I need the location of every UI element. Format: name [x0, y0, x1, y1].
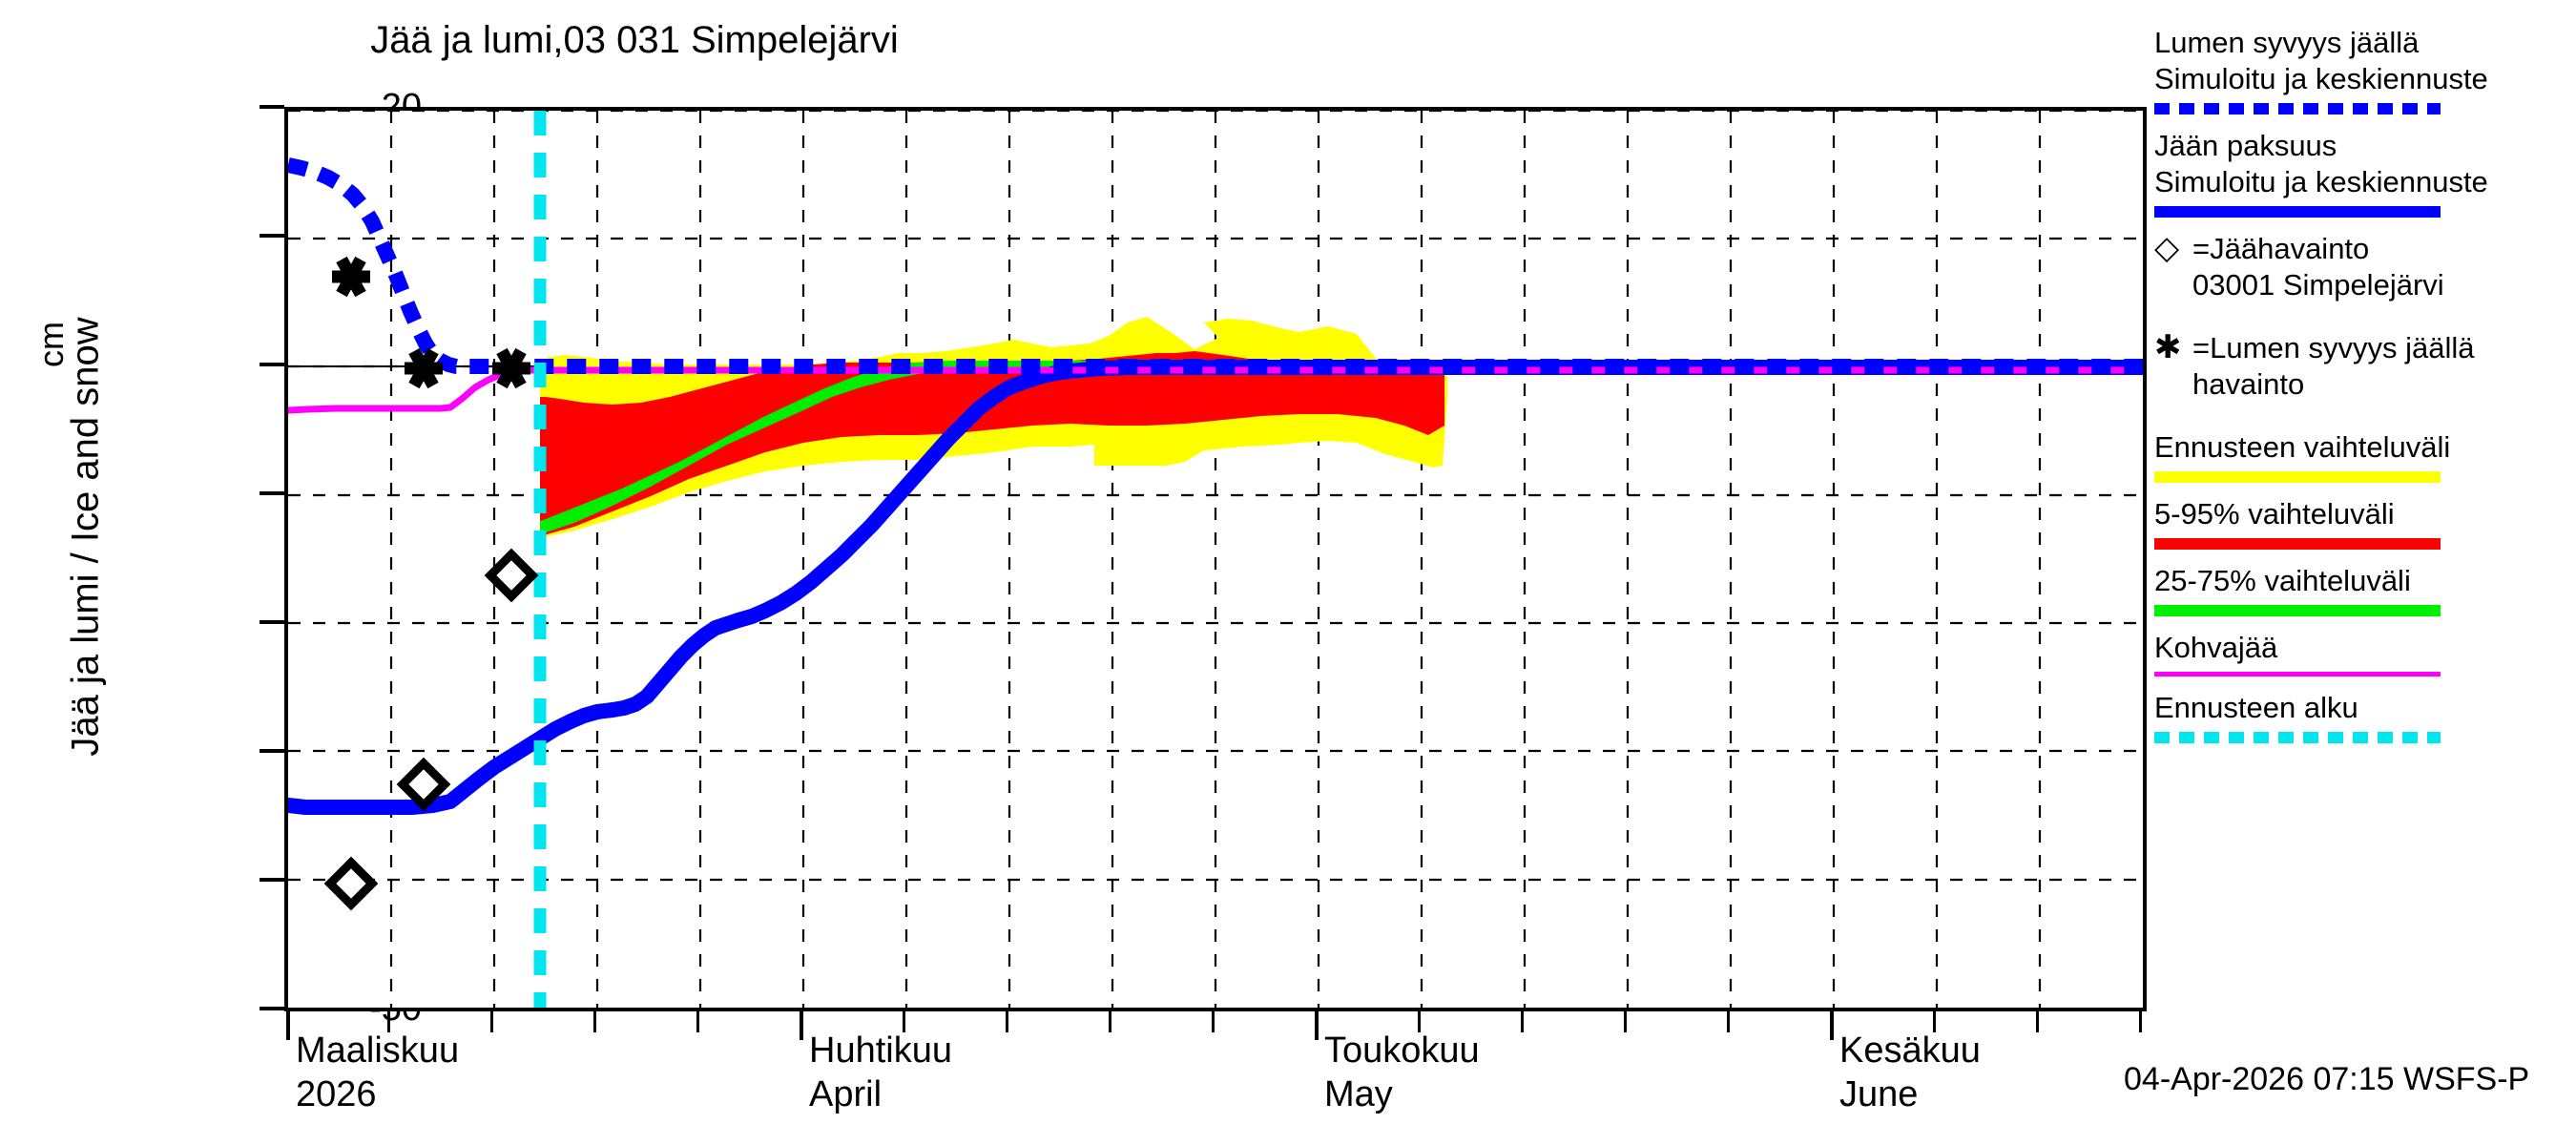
page-title: Jää ja lumi,03 031 Simpelejärvi: [370, 19, 899, 61]
x-axis-label-may: Toukokuu May: [1324, 1029, 1480, 1116]
footer-timestamp: 04-Apr-2026 07:15 WSFS-P: [2124, 1061, 2530, 1097]
legend-swatch-snow-dashed: [2154, 103, 2441, 114]
observation-snow-markers: [332, 256, 530, 389]
legend-item-range-595: 5-95% vaihteluväli: [2154, 496, 2574, 550]
x-axis-label-april: Huhtikuu April: [809, 1029, 952, 1116]
legend-ice-title: Jään paksuus: [2154, 129, 2337, 162]
legend-snow-obs-label2: havainto: [2192, 367, 2305, 401]
legend: Lumen syvyys jäällä Simuloitu ja keskien…: [2154, 25, 2574, 757]
band-5-95: [540, 351, 1444, 536]
legend-snow-obs-label: =Lumen syvyys jäällä: [2192, 331, 2475, 364]
legend-swatch-range-595: [2154, 538, 2441, 550]
legend-swatch-range-full: [2154, 471, 2441, 483]
x-label-en: May: [1324, 1074, 1393, 1114]
grid-vertical: [389, 111, 2042, 1008]
x-label-fi: Kesäkuu: [1839, 1030, 1981, 1071]
x-label-fi: Huhtikuu: [809, 1030, 952, 1071]
plot-canvas: [288, 111, 2143, 1008]
observation-ice-markers: [323, 548, 539, 911]
diamond-icon: ◇: [2154, 230, 2180, 266]
x-label-fi: Maaliskuu: [296, 1030, 460, 1071]
series-snow-depth: [288, 157, 2143, 374]
legend-swatch-range-2575: [2154, 605, 2441, 616]
legend-item-kohvajaa: Kohvajää: [2154, 630, 2574, 677]
x-label-en: 2026: [296, 1074, 377, 1114]
legend-kohvajaa-label: Kohvajää: [2154, 631, 2278, 664]
legend-swatch-ice-solid: [2154, 206, 2441, 218]
y-axis-title: Jää ja lumi / Ice and snow: [64, 317, 107, 757]
legend-swatch-kohvajaa: [2154, 672, 2441, 677]
legend-ice-obs-station: 03001 Simpelejärvi: [2192, 268, 2444, 302]
legend-item-snow-observation: ✱ =Lumen syvyys jäällä havainto: [2154, 330, 2574, 424]
legend-range-full-label: Ennusteen vaihteluväli: [2154, 430, 2451, 464]
x-label-fi: Toukokuu: [1324, 1030, 1480, 1071]
series-ice-thickness: [288, 360, 2143, 815]
legend-range-2575-label: 25-75% vaihteluväli: [2154, 564, 2411, 597]
legend-item-range-full: Ennusteen vaihteluväli: [2154, 429, 2574, 483]
legend-swatch-forecast-start: [2154, 732, 2441, 743]
legend-ice-sub: Simuloitu ja keskiennuste: [2154, 165, 2488, 198]
x-label-en: June: [1839, 1074, 1919, 1114]
legend-forecast-start-label: Ennusteen alku: [2154, 691, 2358, 724]
legend-item-ice-thickness: Jään paksuus Simuloitu ja keskiennuste: [2154, 128, 2574, 218]
legend-ice-obs-label: =Jäähavainto: [2192, 232, 2370, 265]
legend-snow-title: Lumen syvyys jäällä: [2154, 26, 2420, 59]
y-axis-unit: cm: [31, 322, 71, 367]
series-kohvajaa: [288, 366, 2143, 414]
legend-item-forecast-start: Ennusteen alku: [2154, 690, 2574, 743]
x-axis-label-march: Maaliskuu 2026: [296, 1029, 459, 1116]
plot-area: [284, 107, 2147, 1011]
legend-range-595-label: 5-95% vaihteluväli: [2154, 497, 2395, 531]
asterisk-icon: ✱: [2154, 329, 2182, 365]
legend-item-ice-observation: ◇ =Jäähavainto 03001 Simpelejärvi: [2154, 231, 2574, 324]
x-label-en: April: [809, 1074, 883, 1114]
legend-snow-sub: Simuloitu ja keskiennuste: [2154, 62, 2488, 95]
legend-item-snow-depth: Lumen syvyys jäällä Simuloitu ja keskien…: [2154, 25, 2574, 114]
x-axis-label-june: Kesäkuu June: [1839, 1029, 1981, 1116]
legend-item-range-2575: 25-75% vaihteluväli: [2154, 563, 2574, 616]
